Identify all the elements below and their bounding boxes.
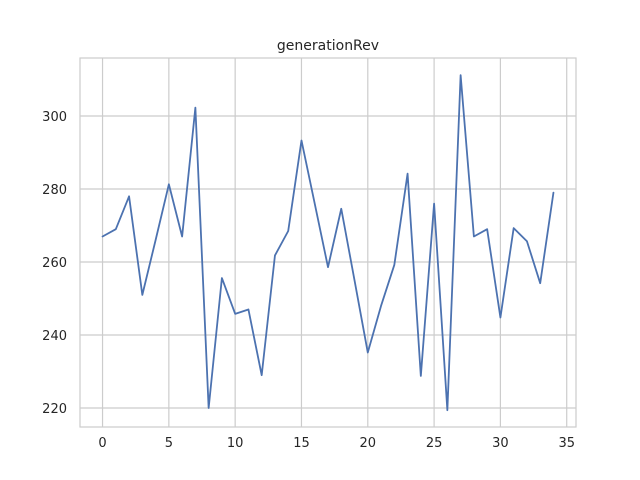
x-tick-label: 15 <box>293 436 310 451</box>
x-tick-label: 10 <box>227 436 244 451</box>
x-gridlines <box>101 58 568 427</box>
x-tick-label: 25 <box>426 436 443 451</box>
plot-border <box>79 57 577 428</box>
series-layer <box>101 74 555 412</box>
y-tick-label: 260 <box>42 256 67 271</box>
y-tick-label: 300 <box>42 110 67 125</box>
x-tick-label: 20 <box>360 436 377 451</box>
y-tick-label: 240 <box>42 329 67 344</box>
y-tick-label: 220 <box>42 402 67 417</box>
y-gridlines <box>80 115 576 409</box>
y-tick-labels: 220 240 260 280 300 <box>42 110 67 417</box>
y-tick-label: 280 <box>42 183 67 198</box>
x-tick-label: 5 <box>165 436 173 451</box>
x-tick-label: 30 <box>492 436 509 451</box>
plot-frame <box>79 57 577 428</box>
series-line <box>101 74 555 412</box>
chart-title: generationRev <box>277 38 379 54</box>
x-tick-labels: 0 5 10 15 20 25 30 35 <box>98 436 575 451</box>
x-tick-label: 35 <box>558 436 575 451</box>
x-tick-label: 0 <box>98 436 106 451</box>
